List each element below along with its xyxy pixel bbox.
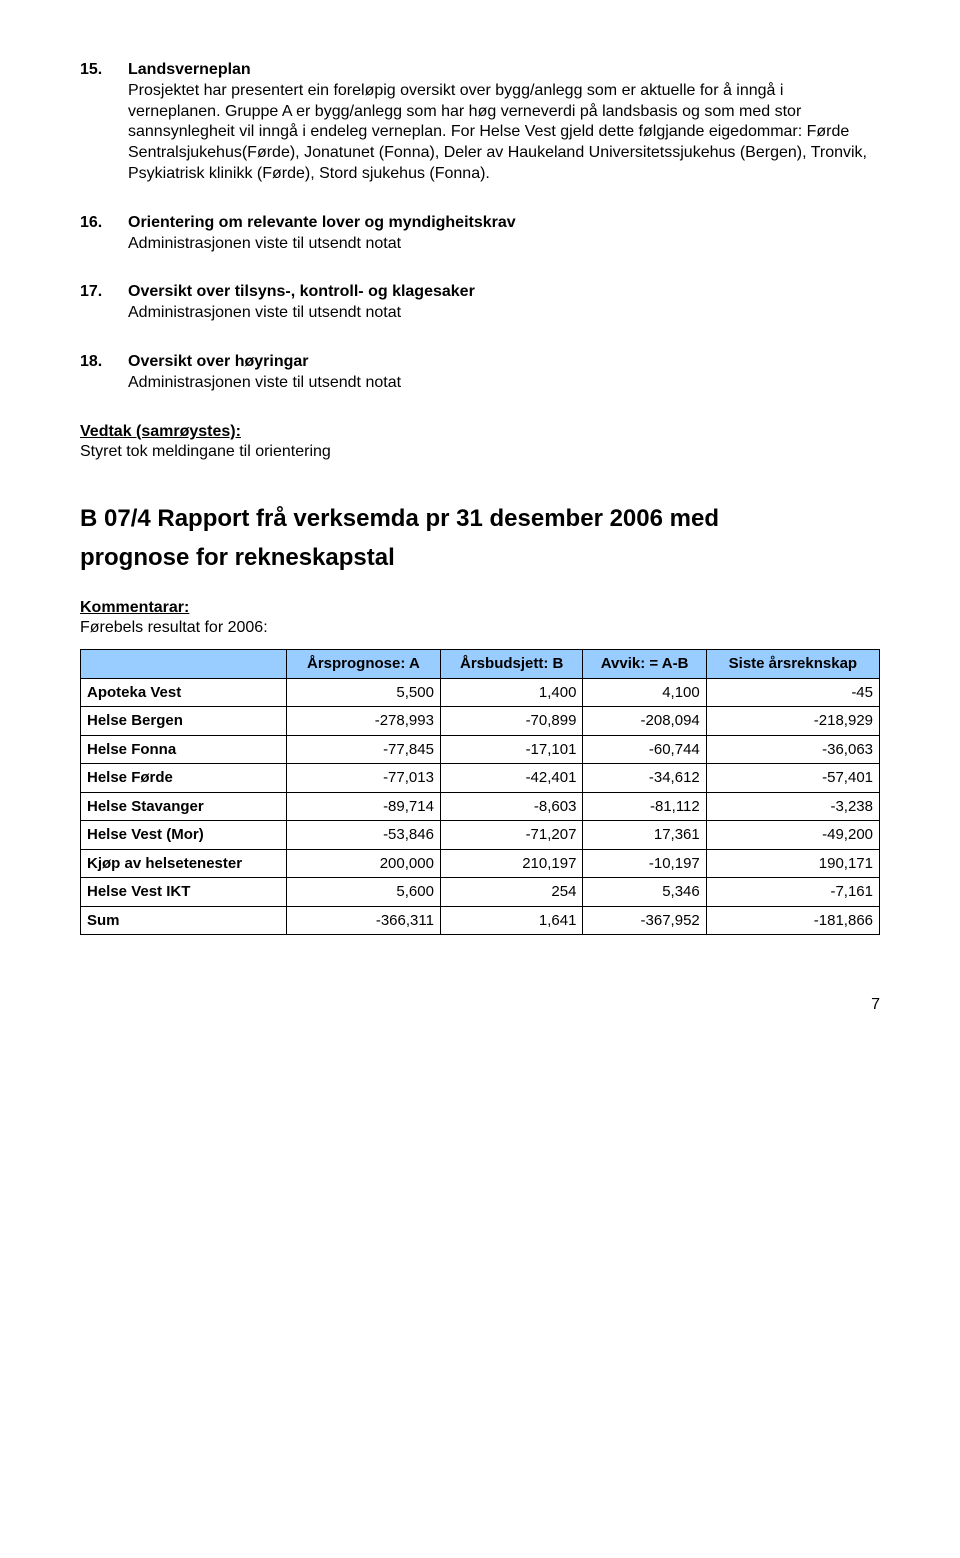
table-cell-value: -208,094: [583, 707, 706, 736]
table-cell-label: Helse Fonna: [81, 735, 287, 764]
table-cell-value: -36,063: [706, 735, 879, 764]
table-cell-value: -278,993: [286, 707, 440, 736]
table-cell-value: -49,200: [706, 821, 879, 850]
kommentarar-block: Kommentarar: Førebels resultat for 2006:: [80, 598, 880, 640]
table-cell-value: 200,000: [286, 849, 440, 878]
item-sub: Administrasjonen viste til utsendt notat: [128, 373, 880, 394]
list-item-16: 16. Orientering om relevante lover og my…: [80, 213, 880, 255]
table-cell-value: -17,101: [440, 735, 583, 764]
table-cell-value: -7,161: [706, 878, 879, 907]
section-heading-line2: prognose for rekneskapstal: [80, 542, 880, 573]
item-number: 18.: [80, 352, 128, 373]
table-cell-value: -42,401: [440, 764, 583, 793]
table-row: Helse Vest (Mor)-53,846-71,20717,361-49,…: [81, 821, 880, 850]
table-cell-label: Kjøp av helsetenester: [81, 849, 287, 878]
table-cell-value: -181,866: [706, 906, 879, 935]
item-title: Orientering om relevante lover og myndig…: [128, 213, 880, 234]
table-cell-value: -77,845: [286, 735, 440, 764]
table-cell-value: 5,600: [286, 878, 440, 907]
kommentarar-label: Kommentarar:: [80, 599, 189, 616]
table-cell-value: -10,197: [583, 849, 706, 878]
table-cell-value: -8,603: [440, 792, 583, 821]
item-body: Prosjektet har presentert ein foreløpig …: [128, 81, 880, 185]
table-row: Helse Stavanger-89,714-8,603-81,112-3,23…: [81, 792, 880, 821]
table-cell-value: 210,197: [440, 849, 583, 878]
table-header: Avvik: = A-B: [583, 650, 706, 679]
table-cell-label: Apoteka Vest: [81, 678, 287, 707]
table-cell-value: -89,714: [286, 792, 440, 821]
list-item-15: 15. Landsverneplan Prosjektet har presen…: [80, 60, 880, 185]
table-row: Sum-366,3111,641-367,952-181,866: [81, 906, 880, 935]
table-cell-value: -60,744: [583, 735, 706, 764]
table-cell-value: -367,952: [583, 906, 706, 935]
table-cell-label: Helse Førde: [81, 764, 287, 793]
table-cell-label: Helse Vest (Mor): [81, 821, 287, 850]
table-header-row: Årsprognose: A Årsbudsjett: B Avvik: = A…: [81, 650, 880, 679]
table-cell-value: -218,929: [706, 707, 879, 736]
forebels-text: Førebels resultat for 2006:: [80, 619, 268, 636]
table-cell-label: Helse Stavanger: [81, 792, 287, 821]
table-cell-value: 5,346: [583, 878, 706, 907]
vedtak-label: Vedtak (samrøystes):: [80, 423, 241, 440]
table-row: Helse Førde-77,013-42,401-34,612-57,401: [81, 764, 880, 793]
table-cell-value: 1,641: [440, 906, 583, 935]
table-cell-value: 5,500: [286, 678, 440, 707]
table-cell-value: 190,171: [706, 849, 879, 878]
item-number: 17.: [80, 282, 128, 303]
item-title: Oversikt over tilsyns-, kontroll- og kla…: [128, 282, 880, 303]
list-item-17: 17. Oversikt over tilsyns-, kontroll- og…: [80, 282, 880, 324]
item-sub: Administrasjonen viste til utsendt notat: [128, 234, 880, 255]
table-cell-value: -45: [706, 678, 879, 707]
table-cell-value: -71,207: [440, 821, 583, 850]
table-row: Apoteka Vest5,5001,4004,100-45: [81, 678, 880, 707]
vedtak-block: Vedtak (samrøystes): Styret tok meldinga…: [80, 422, 880, 464]
table-cell-value: 4,100: [583, 678, 706, 707]
page-number: 7: [80, 995, 880, 1016]
table-cell-value: -3,238: [706, 792, 879, 821]
item-sub: Administrasjonen viste til utsendt notat: [128, 303, 880, 324]
table-cell-value: 1,400: [440, 678, 583, 707]
table-cell-value: -81,112: [583, 792, 706, 821]
table-row: Kjøp av helsetenester200,000210,197-10,1…: [81, 849, 880, 878]
result-table: Årsprognose: A Årsbudsjett: B Avvik: = A…: [80, 649, 880, 935]
table-cell-label: Sum: [81, 906, 287, 935]
table-row: Helse Vest IKT5,6002545,346-7,161: [81, 878, 880, 907]
table-header: Årsbudsjett: B: [440, 650, 583, 679]
item-title: Landsverneplan: [128, 60, 880, 81]
vedtak-text: Styret tok meldingane til orientering: [80, 443, 331, 460]
table-cell-value: 17,361: [583, 821, 706, 850]
table-cell-label: Helse Vest IKT: [81, 878, 287, 907]
table-cell-value: -77,013: [286, 764, 440, 793]
table-cell-value: -53,846: [286, 821, 440, 850]
table-row: Helse Fonna-77,845-17,101-60,744-36,063: [81, 735, 880, 764]
section-heading-line1: B 07/4 Rapport frå verksemda pr 31 desem…: [80, 503, 880, 534]
table-cell-value: -57,401: [706, 764, 879, 793]
table-cell-value: -366,311: [286, 906, 440, 935]
item-number: 16.: [80, 213, 128, 234]
table-cell-value: -34,612: [583, 764, 706, 793]
list-item-18: 18. Oversikt over høyringar Administrasj…: [80, 352, 880, 394]
table-header: Siste årsreknskap: [706, 650, 879, 679]
table-cell-value: 254: [440, 878, 583, 907]
table-cell-value: -70,899: [440, 707, 583, 736]
table-header-empty: [81, 650, 287, 679]
table-cell-label: Helse Bergen: [81, 707, 287, 736]
table-header: Årsprognose: A: [286, 650, 440, 679]
item-number: 15.: [80, 60, 128, 81]
item-title: Oversikt over høyringar: [128, 352, 880, 373]
table-row: Helse Bergen-278,993-70,899-208,094-218,…: [81, 707, 880, 736]
